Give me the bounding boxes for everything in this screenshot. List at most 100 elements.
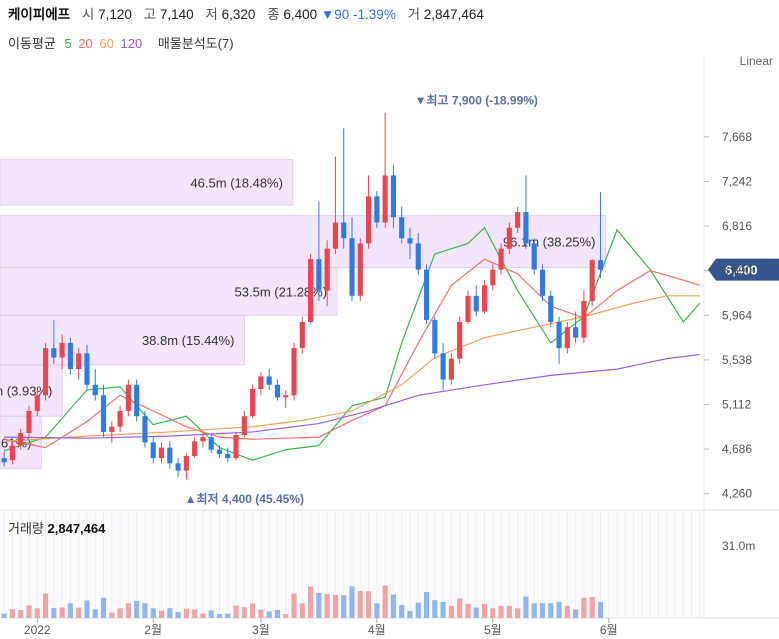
volume-bar (100, 597, 107, 618)
x-tick-label: 6월 (600, 623, 618, 637)
candle-body (84, 353, 90, 385)
price-axis: 4,260 4,686 5,112 5,538 5,964 6,390 6,816 7,242… (704, 130, 755, 553)
y-tick-label: 6,816 (722, 219, 752, 233)
candle-body (457, 321, 463, 359)
change-value: 90 (334, 7, 350, 22)
volume-bar (481, 603, 488, 618)
candle-body (548, 295, 554, 322)
volume-bar (465, 603, 471, 618)
candle-body (192, 441, 198, 457)
volume-bar (498, 605, 504, 618)
volume-bar (183, 608, 189, 618)
candle-body (51, 348, 57, 358)
volume-bar (291, 593, 297, 618)
volume-bar (365, 591, 372, 618)
volume-bar (250, 603, 256, 618)
candle-body (59, 342, 65, 358)
candle-body (390, 175, 396, 218)
candle-body (365, 196, 372, 244)
ma20-period[interactable]: 20 (78, 36, 93, 51)
candle-body (506, 227, 512, 249)
current-price-label: 6,400 (725, 263, 758, 278)
candle-body (1, 458, 7, 463)
volume-bar (283, 613, 289, 618)
volume-bar (233, 605, 239, 618)
volume-bar (1, 613, 7, 618)
candle-body (92, 384, 98, 396)
candle-body (415, 243, 421, 270)
volume-bar (341, 595, 347, 618)
volume-panel-label: 거래량 2,847,464 (8, 518, 105, 537)
high-label: 고 (143, 7, 157, 22)
candle-body (266, 376, 272, 385)
candle-body (26, 410, 32, 433)
candle-body (291, 348, 297, 396)
ma-label[interactable]: 이동평균 (8, 36, 56, 51)
ma60-period[interactable]: 60 (99, 36, 114, 51)
volume-bar (407, 611, 413, 618)
candle-body (183, 456, 189, 471)
x-tick-label: 2022 (24, 623, 51, 637)
volume-profile-bar (0, 158, 294, 206)
candle-body (134, 384, 140, 417)
current-price-tag (708, 258, 779, 281)
volume-bar (473, 607, 479, 618)
low-price: 6,320 (221, 7, 256, 22)
volume-bar (332, 594, 339, 618)
volume-profile-label: 53.5m (21.28%) (235, 284, 328, 299)
volume-bar (18, 610, 24, 618)
open-label: 시 (81, 7, 95, 22)
scale-mode-toggle[interactable]: Linear (739, 54, 773, 68)
candle-body (308, 259, 314, 322)
volume-profile-label[interactable]: 매물분석도(7) (157, 36, 234, 51)
volume-bar (548, 603, 554, 618)
volume-bar (92, 609, 98, 618)
x-tick-label: 3월 (252, 623, 270, 637)
stock-name: 케이피에프 (8, 7, 71, 22)
candle-body (208, 437, 214, 450)
candle-body (34, 395, 40, 411)
volume-profile-bar (0, 314, 245, 366)
candle-body (539, 269, 546, 296)
volume-bar (67, 603, 73, 618)
candle-body (423, 269, 430, 320)
y-tick-label: 4,260 (722, 487, 752, 501)
candle-body (250, 388, 256, 417)
candle-body (18, 432, 24, 446)
volume-bar (506, 605, 512, 618)
candle-body (374, 196, 380, 223)
candle-body (299, 321, 305, 349)
volume-bar (26, 605, 32, 618)
candle-body (481, 285, 488, 312)
ma120-period[interactable]: 120 (120, 36, 143, 51)
x-tick-label: 2월 (144, 623, 162, 637)
high-annotation: ▼최고 7,900 (-18.99%) (415, 93, 538, 108)
volume-bar (158, 610, 165, 618)
candle-body (100, 395, 107, 432)
candle-body (399, 217, 405, 239)
volume-bar (150, 608, 156, 618)
volume-bar (76, 607, 82, 618)
candle-body (341, 222, 347, 239)
volume-bar (423, 592, 430, 618)
moving-average-legend[interactable]: 이동평균 5 20 60 120 매물분석도(7) (8, 33, 239, 52)
volume-bar (208, 610, 214, 618)
volume-bar (192, 609, 198, 618)
volume-profile-label: 46.5m (18.48%) (190, 175, 283, 190)
volume-bar (457, 598, 463, 618)
volume-bar (357, 591, 363, 618)
candle-body (158, 447, 165, 459)
volume-bar (581, 597, 587, 618)
candle-body (573, 327, 579, 338)
volume-bar (324, 594, 330, 618)
volume-bar (266, 611, 272, 618)
volume-profile-label: 38.8m (15.44%) (142, 333, 235, 348)
candle-body (490, 269, 496, 286)
candle-body (440, 353, 446, 380)
candle-body (67, 342, 73, 370)
volume-bar (490, 608, 496, 618)
candle-body (515, 212, 521, 228)
ma5-period[interactable]: 5 (64, 36, 72, 51)
candle-body (216, 449, 223, 454)
